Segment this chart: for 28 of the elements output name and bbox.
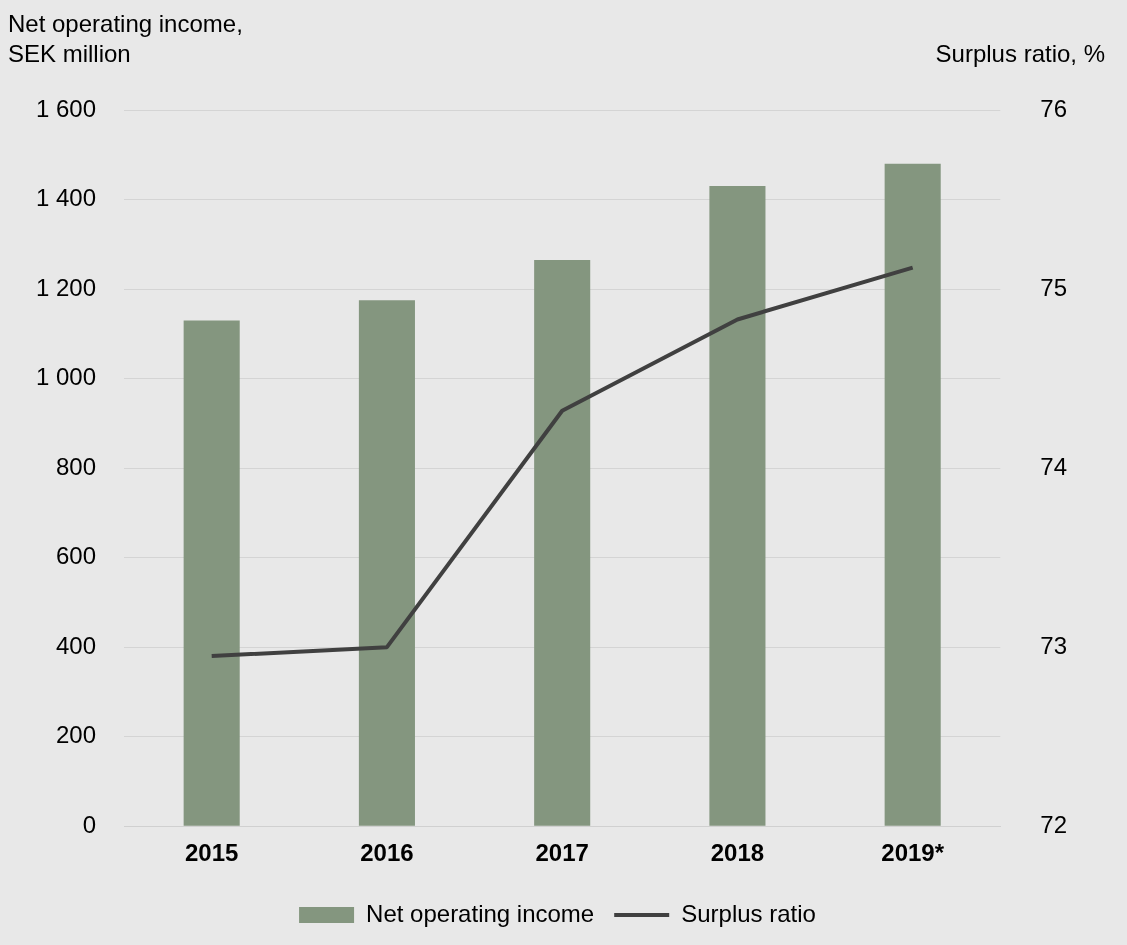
x-tick-label: 2019* bbox=[881, 839, 945, 867]
y-tick-label: 0 bbox=[82, 810, 97, 838]
y2-tick-label: 75 bbox=[1040, 273, 1068, 301]
bar bbox=[183, 320, 240, 826]
x-tick-label: 2015 bbox=[184, 839, 239, 867]
y2-axis-title: Surplus ratio, % bbox=[935, 40, 1105, 67]
y2-tick-label: 74 bbox=[1040, 452, 1068, 480]
y-tick-label: 400 bbox=[56, 631, 97, 659]
y-tick-label: 1 200 bbox=[36, 273, 97, 301]
y2-tick-label: 72 bbox=[1040, 810, 1068, 838]
y-tick-label: 600 bbox=[56, 542, 97, 570]
y-tick-label: 1 400 bbox=[36, 184, 97, 212]
y2-tick-label: 73 bbox=[1040, 631, 1068, 659]
y2-tick-label: 76 bbox=[1040, 94, 1068, 122]
x-tick-label: 2016 bbox=[360, 839, 414, 867]
y-axis-title: Net operating income, SEK million bbox=[8, 10, 243, 67]
y-tick-label: 200 bbox=[56, 721, 97, 749]
legend-label: Net operating income bbox=[366, 899, 595, 927]
y-tick-label: 1 000 bbox=[36, 363, 97, 391]
bar bbox=[358, 300, 415, 826]
x-tick-label: 2017 bbox=[535, 839, 589, 867]
y-tick-label: 1 600 bbox=[36, 94, 97, 122]
bar bbox=[884, 163, 941, 826]
x-tick-label: 2018 bbox=[710, 839, 765, 867]
bar bbox=[534, 259, 591, 826]
y-tick-label: 800 bbox=[56, 452, 97, 480]
bar bbox=[709, 186, 766, 826]
legend-label: Surplus ratio bbox=[681, 899, 816, 927]
